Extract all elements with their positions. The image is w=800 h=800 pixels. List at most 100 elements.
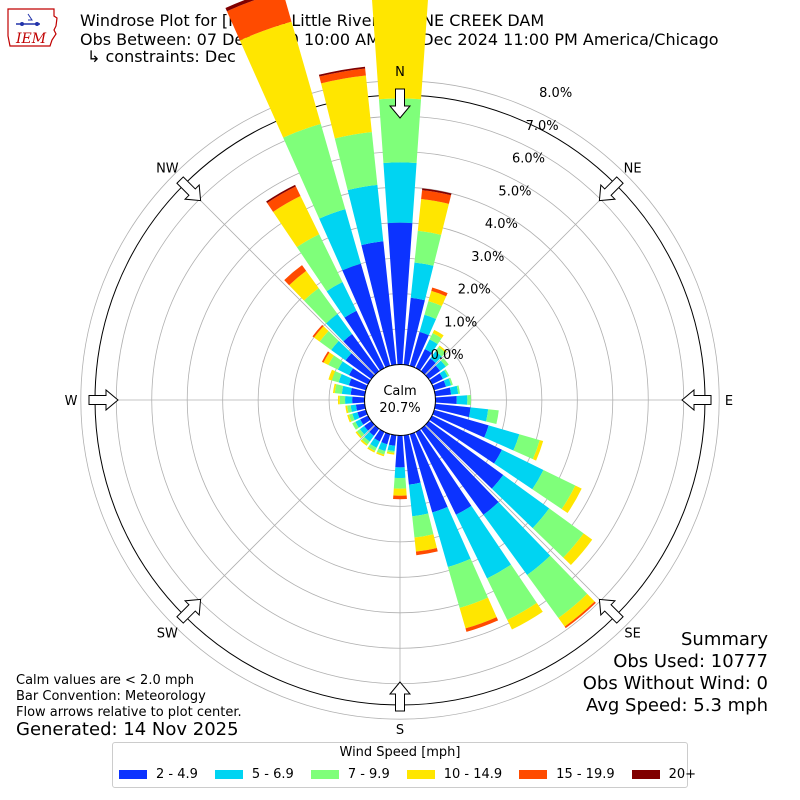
legend-swatch [631, 770, 660, 779]
legend-label: 15 - 19.9 [556, 767, 615, 782]
direction-label-ne: NE [624, 161, 642, 176]
wind-bar-segment [345, 353, 375, 380]
wind-bar-segment [432, 506, 471, 568]
wind-bar-segment [326, 313, 353, 342]
wind-bar-segment [561, 485, 582, 514]
direction-label-sw: SW [157, 627, 178, 642]
wind-bar-segment [381, 432, 391, 445]
wind-bar-segment [331, 340, 352, 361]
wind-bar-segment [337, 361, 353, 376]
direction-arrow-icon [176, 176, 202, 202]
grid-spoke [424, 184, 616, 376]
wind-bar-segment [563, 533, 593, 566]
wind-bar-segment [372, 0, 428, 100]
legend-title: Wind Speed [mph] [339, 745, 461, 760]
wind-bar-segment [367, 447, 376, 453]
legend-item: 7 - 9.9 [310, 767, 390, 782]
calm-note: Calm values are < 2.0 mph [16, 673, 195, 688]
wind-bar-segment [284, 265, 307, 286]
wind-bar-segment [447, 558, 488, 608]
wind-bar-segment [403, 297, 425, 366]
wind-bar-segment [364, 431, 374, 442]
wind-bar-segment [283, 123, 346, 219]
wind-bar-segment [428, 290, 447, 307]
legend-label: 10 - 14.9 [443, 767, 503, 782]
wind-bar-segment [408, 482, 429, 517]
flow-arrows-note: Flow arrows relative to plot center. [16, 705, 242, 720]
wind-bar-segment [303, 288, 338, 324]
wind-bar-segment [424, 301, 442, 320]
wind-bar-segment [374, 429, 385, 442]
wind-bar-segment [444, 369, 450, 377]
wind-bar-segment [289, 270, 319, 301]
grid-spoke [184, 184, 376, 376]
svg-text:IEM: IEM [15, 31, 47, 47]
radial-tick-label: 5.0% [498, 184, 531, 199]
legend-item: 5 - 6.9 [214, 767, 294, 782]
wind-bar-segment [239, 21, 321, 138]
wind-bar-segment [387, 222, 413, 365]
wind-bar-segment [448, 377, 453, 386]
wind-bar-segment [266, 184, 296, 204]
legend-item: 20+ [631, 767, 696, 782]
wind-bar-segment [339, 395, 346, 405]
wind-bar-segment [440, 358, 449, 367]
wind-bar-segment [414, 534, 437, 552]
wind-bar-segment [359, 426, 369, 435]
iem-logo: IEM [7, 8, 58, 47]
direction-label-s: S [396, 723, 404, 738]
wind-bar-segment [420, 425, 499, 515]
wind-bar-segment [342, 263, 391, 368]
wind-bar-segment [341, 385, 352, 395]
wind-bar-segment [513, 434, 540, 460]
wind-bar-segment [415, 429, 472, 515]
wind-bar-segment [486, 409, 499, 425]
wind-bar-segment [395, 435, 405, 468]
wind-bar-segment [361, 436, 370, 445]
wind-bar-segment [455, 505, 512, 579]
wind-bar-segment [424, 339, 438, 353]
wind-bar-segment [388, 434, 397, 446]
wind-bar-segment [443, 378, 452, 387]
wind-bar-segment [386, 451, 395, 455]
wind-bar-segment [347, 405, 352, 413]
direction-arrow-icon [598, 598, 624, 624]
wind-bar-segment [419, 314, 437, 336]
calm-label: Calm [383, 384, 416, 399]
wind-bar-segment [361, 241, 397, 366]
wind-bar-segment [507, 602, 543, 630]
legend-item: 10 - 14.9 [406, 767, 503, 782]
calm-value: 20.7% [379, 401, 420, 416]
wind-bar-segment [415, 547, 438, 556]
direction-label-w: W [65, 394, 78, 409]
wind-bar-segment [350, 387, 366, 397]
wind-bar-segment [347, 414, 352, 423]
wind-bar-segment [343, 334, 380, 375]
wind-bar-segment [558, 593, 595, 627]
legend-swatch [310, 770, 339, 779]
direction-arrow-icon [88, 388, 119, 412]
legend-swatch [119, 770, 147, 779]
direction-arrow-icon [176, 598, 202, 624]
wind-bar-segment [439, 370, 448, 380]
wind-bar-segment [422, 188, 452, 196]
wind-bar-segment [345, 405, 349, 414]
calm-circle [364, 364, 436, 436]
wind-bar-segment [323, 352, 334, 366]
chart-title: Windrose Plot for [PCLO2] Little River A… [80, 11, 545, 30]
legend-label: 7 - 9.9 [347, 767, 390, 782]
wind-bar-segment [357, 409, 368, 419]
wind-bar-segment [360, 415, 371, 425]
chart-subtitle-constraints: ↳ constraints: Dec [87, 47, 236, 66]
overlay: Calm 20.7% 0.0% 1.0% 2.0% 3.0% 4.0% 5.0% 6.0% 7.0… [65, 65, 734, 738]
radial-tick-label: 0.0% [431, 348, 464, 363]
wind-bar-segment [360, 439, 368, 446]
wind-bar-segment [318, 66, 366, 77]
wind-bar-segment [225, 0, 255, 12]
wind-bar-segment [532, 469, 576, 510]
legend-label: 5 - 6.9 [251, 767, 294, 782]
wind-bar-segment [431, 287, 448, 297]
direction-arrow-icon [598, 176, 624, 202]
wind-bar-segment [459, 597, 497, 629]
wind-bar-segment [319, 209, 361, 271]
